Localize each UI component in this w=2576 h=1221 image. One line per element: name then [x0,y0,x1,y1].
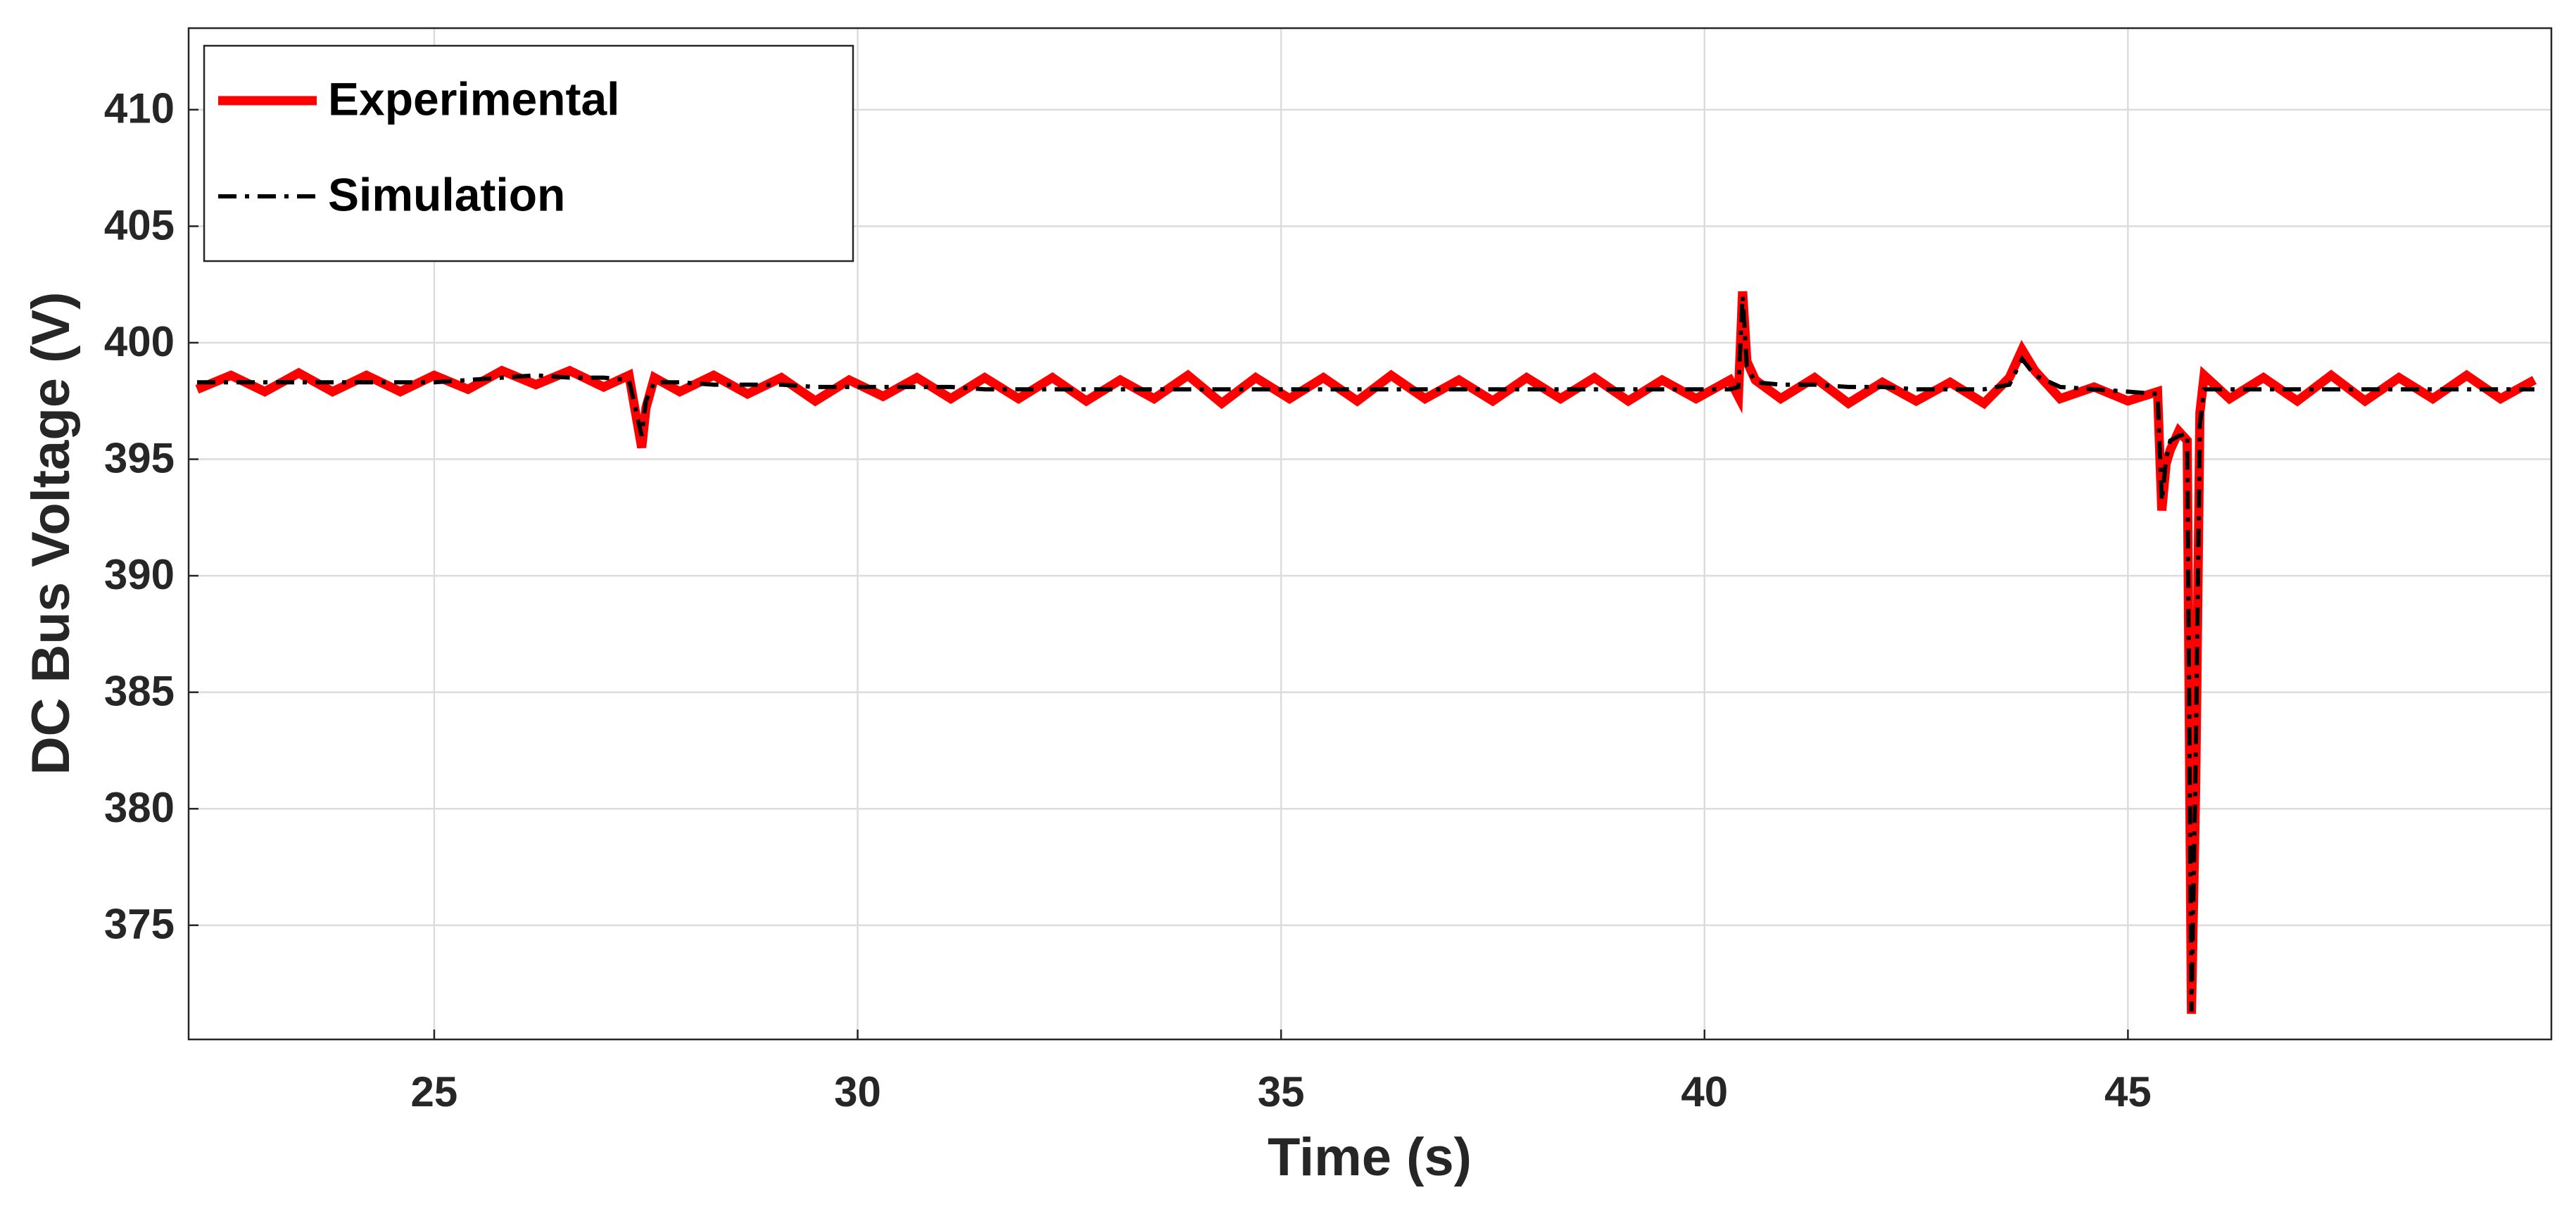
x-tick-label: 40 [1681,1068,1728,1115]
y-axis-label: DC Bus Voltage (V) [21,292,81,776]
series-layer [195,291,2537,1014]
y-tick-label: 410 [104,85,175,132]
y-tick-label: 390 [104,551,175,598]
legend-label: Simulation [328,168,565,220]
y-tick-label: 375 [104,901,175,948]
y-tick-label: 405 [104,201,175,248]
y-tick-label: 380 [104,784,175,831]
x-tick-label: 30 [834,1068,881,1115]
y-tick-label: 385 [104,667,175,714]
legend-box [203,44,854,262]
legend: Experimental Simulation [203,44,854,262]
x-tick-label: 25 [411,1068,458,1115]
legend-label: Experimental [328,72,620,125]
plot-frame [187,27,2553,1041]
y-tick-label: 395 [104,434,175,481]
tick-labels: 25 30 35 40 45 375 380 385 390 395 400 405 410 [104,85,2152,1115]
series-line [197,296,2534,1012]
y-tick-label: 400 [104,318,175,365]
x-tick-label: 35 [1258,1068,1305,1115]
x-axis-label: Time (s) [1268,1127,1472,1187]
x-tick-label: 45 [2104,1068,2152,1115]
